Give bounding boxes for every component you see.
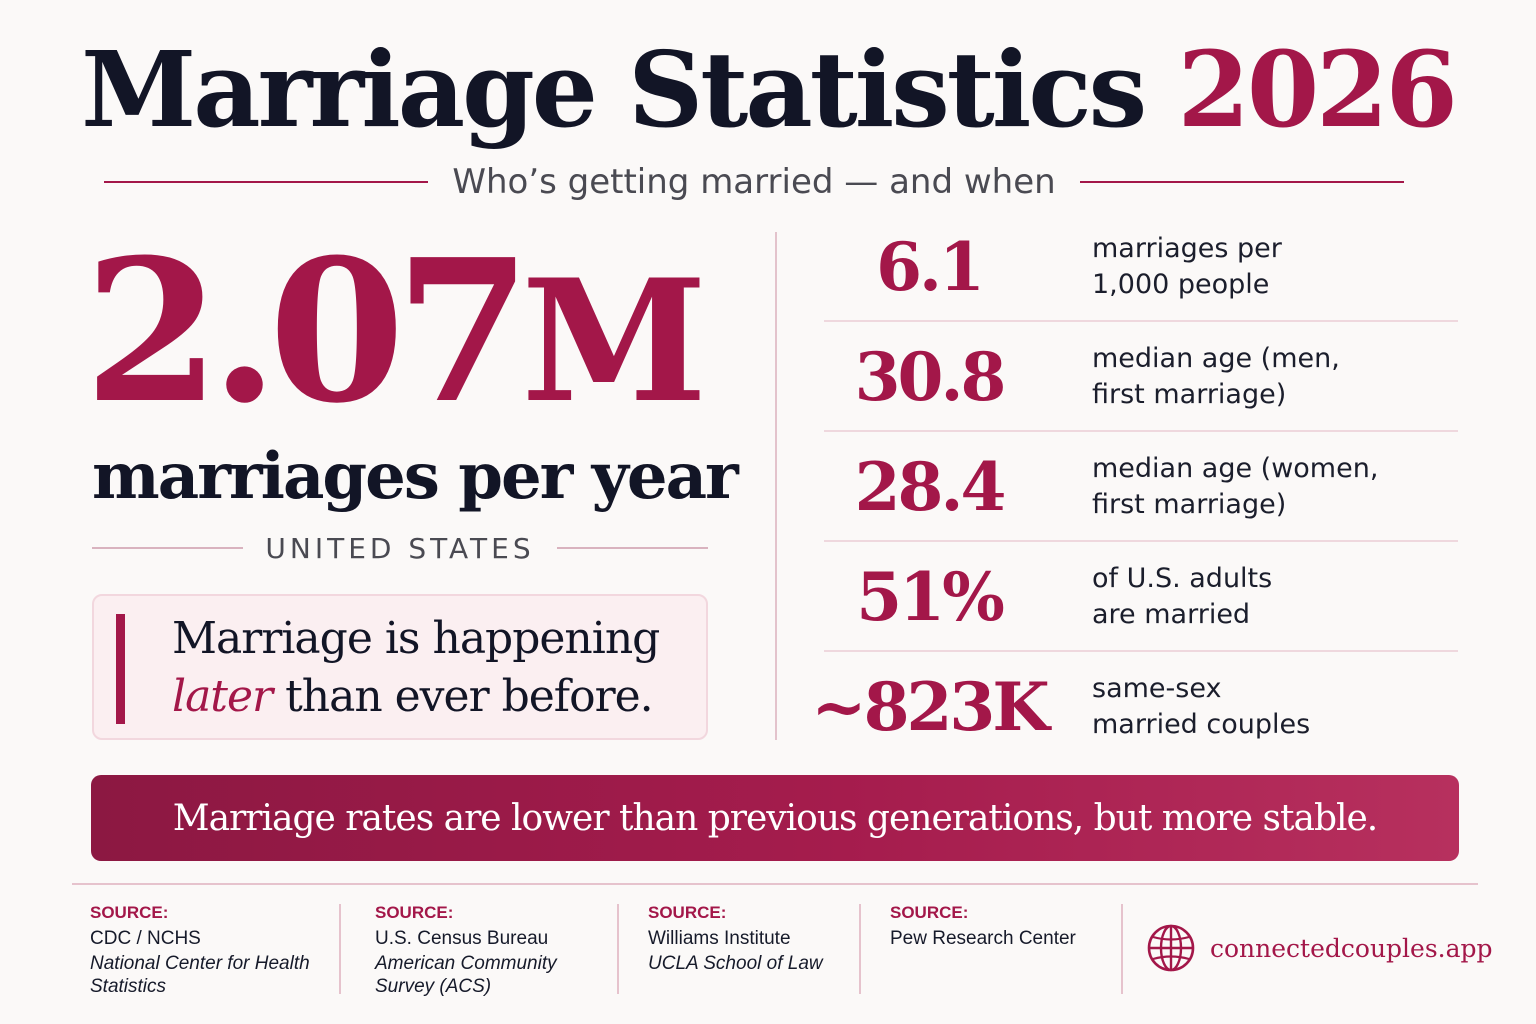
- stat-value: 51%: [856, 558, 1005, 636]
- stat-desc-line2: 1,000 people: [1092, 269, 1270, 300]
- stat-row: ~823K same-sex married couples: [811, 652, 1458, 762]
- stat-desc-line1: marriages per: [1092, 233, 1282, 264]
- stat-desc-line2: first marriage): [1092, 489, 1287, 520]
- stat-desc-line2: first marriage): [1092, 379, 1287, 410]
- source-detail: National Center for Health: [90, 953, 310, 974]
- hero-number-value: 2.07: [84, 217, 531, 447]
- source-williams: SOURCE: Williams Institute UCLA School o…: [648, 902, 823, 975]
- source-detail: American Community: [375, 953, 557, 974]
- source-detail: UCLA School of Law: [648, 953, 823, 974]
- hero-number: 2.07M: [84, 222, 724, 451]
- source-org: Williams Institute: [648, 928, 791, 949]
- title-main: Marriage Statistics: [81, 28, 1147, 151]
- page-title: Marriage Statistics 2026: [0, 20, 1536, 160]
- stat-desc-line1: median age (men,: [1092, 343, 1340, 374]
- stat-description: of U.S. adults are married: [1092, 542, 1452, 652]
- footer-divider: [859, 904, 861, 994]
- source-org: Pew Research Center: [890, 928, 1076, 949]
- footer-rule: [72, 883, 1478, 885]
- stat-value: 30.8: [854, 338, 1007, 416]
- footer-divider: [1121, 904, 1123, 994]
- stat-desc-line1: median age (women,: [1092, 453, 1379, 484]
- callout-box: Marriage is happening later than ever be…: [92, 594, 708, 740]
- brand[interactable]: connectedcouples.app: [1146, 922, 1493, 974]
- stat-desc-line2: married couples: [1092, 709, 1311, 740]
- source-org: U.S. Census Bureau: [375, 928, 549, 949]
- stat-description: median age (men, first marriage): [1092, 322, 1452, 432]
- source-detail: Survey (ACS): [375, 976, 492, 997]
- callout-accent-bar: [116, 614, 125, 724]
- source-label: SOURCE:: [890, 903, 969, 922]
- stat-description: median age (women, first marriage): [1092, 432, 1452, 542]
- source-cdc: SOURCE: CDC / NCHS National Center for H…: [90, 902, 310, 998]
- callout-emphasis: later: [172, 671, 273, 722]
- source-label: SOURCE:: [375, 903, 454, 922]
- country-label: UNITED STATES: [265, 531, 535, 565]
- stats-list: 6.1 marriages per 1,000 people 30.8 media…: [811, 212, 1458, 762]
- subtitle-rule-left: [104, 181, 429, 183]
- banner-text: Marriage rates are lower than previous g…: [172, 797, 1379, 839]
- stat-value: 28.4: [854, 448, 1007, 526]
- summary-banner: Marriage rates are lower than previous g…: [91, 775, 1459, 861]
- country-rule-right: [556, 547, 708, 549]
- stat-row: 30.8 median age (men, first marriage): [824, 322, 1458, 432]
- source-census: SOURCE: U.S. Census Bureau American Comm…: [375, 902, 557, 998]
- callout-text-end: than ever before.: [285, 671, 654, 722]
- footer-divider: [617, 904, 619, 994]
- brand-link[interactable]: connectedcouples.app: [1210, 933, 1493, 963]
- source-detail: Statistics: [90, 976, 167, 997]
- country-rule-left: [92, 547, 244, 549]
- column-divider: [775, 232, 777, 740]
- stat-desc-line1: same-sex: [1092, 673, 1222, 704]
- source-pew: SOURCE: Pew Research Center: [890, 902, 1076, 952]
- stat-description: same-sex married couples: [1092, 652, 1452, 762]
- stat-description: marriages per 1,000 people: [1092, 212, 1452, 322]
- country-row: UNITED STATES: [92, 528, 708, 568]
- source-label: SOURCE:: [648, 903, 727, 922]
- subtitle-row: Who’s getting married — and when: [104, 158, 1405, 206]
- subtitle-rule-right: [1079, 181, 1405, 183]
- footer-divider: [339, 904, 341, 994]
- stat-value: 6.1: [876, 228, 985, 306]
- hero-number-unit: M: [521, 242, 708, 440]
- subtitle: Who’s getting married — and when: [452, 162, 1056, 202]
- stat-desc-line1: of U.S. adults: [1092, 563, 1273, 594]
- callout-text: Marriage is happening later than ever be…: [172, 610, 702, 726]
- hero-label: marriages per year: [92, 439, 739, 514]
- callout-text-start: Marriage is happening: [172, 613, 660, 664]
- stat-value: ~823K: [811, 668, 1049, 746]
- globe-icon: [1147, 924, 1195, 972]
- stat-row: 28.4 median age (women, first marriage): [824, 432, 1458, 542]
- source-label: SOURCE:: [90, 903, 169, 922]
- stat-row: 6.1 marriages per 1,000 people: [824, 212, 1458, 322]
- stat-desc-line2: are married: [1092, 599, 1251, 630]
- source-org: CDC / NCHS: [90, 928, 201, 949]
- stat-row: 51% of U.S. adults are married: [824, 542, 1458, 652]
- title-year: 2026: [1177, 28, 1457, 151]
